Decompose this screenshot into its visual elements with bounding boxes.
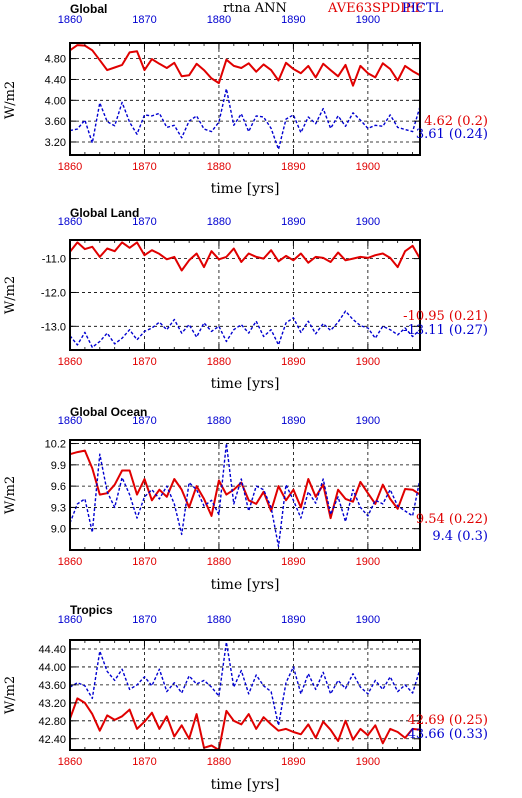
x-tick-label-top: 1860 xyxy=(58,614,82,626)
plot-frame xyxy=(69,639,421,751)
x-tick-label-bottom: 1870 xyxy=(132,556,156,568)
y-tick-label: 4.00 xyxy=(45,95,66,107)
control-stats: -13.11 (0.27) xyxy=(403,323,488,338)
control-series-line xyxy=(69,442,421,548)
chart-title: Global xyxy=(70,2,107,16)
y-tick-label: -11.0 xyxy=(42,254,66,266)
x-tick-label-bottom: 1880 xyxy=(207,356,231,368)
center-title: rtna ANN xyxy=(223,1,287,16)
y-tick-label: -13.0 xyxy=(41,321,66,333)
x-tick-label-bottom: 1890 xyxy=(281,356,305,368)
x-tick-label-bottom: 1860 xyxy=(58,161,82,173)
x-tick-label-bottom: 1880 xyxy=(207,161,231,173)
y-tick-label: 42.40 xyxy=(38,734,66,746)
x-axis-label: time [yrs] xyxy=(211,777,280,793)
plot-frame xyxy=(69,239,421,351)
x-tick-label-top: 1890 xyxy=(281,415,305,427)
x-tick-label-top: 1900 xyxy=(356,216,380,228)
x-tick-label-bottom: 1890 xyxy=(281,161,305,173)
x-tick-label-bottom: 1900 xyxy=(356,161,380,173)
y-tick-label: 44.40 xyxy=(38,644,66,656)
x-tick-label-bottom: 1860 xyxy=(58,356,82,368)
chart-panel: Global Ocean1860186018701870188018801890… xyxy=(3,405,488,593)
y-tick-label: 9.3 xyxy=(51,502,66,514)
control-stats: 43.66 (0.33) xyxy=(408,727,488,742)
x-axis-label: time [yrs] xyxy=(211,181,280,197)
y-tick-label: 4.80 xyxy=(45,54,66,66)
case-stats: -10.95 (0.21) xyxy=(403,309,488,324)
x-axis-label: time [yrs] xyxy=(211,577,280,593)
x-tick-label-bottom: 1900 xyxy=(356,756,380,768)
x-tick-label-top: 1880 xyxy=(207,614,231,626)
x-tick-label-bottom: 1870 xyxy=(132,161,156,173)
case-stats: 4.62 (0.2) xyxy=(424,114,488,129)
x-tick-label-top: 1890 xyxy=(281,216,305,228)
case-series-line xyxy=(69,241,421,272)
plot-frame xyxy=(69,439,421,551)
y-axis-label: W/m2 xyxy=(3,81,18,119)
x-tick-label-top: 1870 xyxy=(132,614,156,626)
chart-panel: Tropics186018601870187018801880189018901… xyxy=(3,603,488,793)
plot-frame xyxy=(69,42,421,156)
x-tick-label-top: 1880 xyxy=(207,216,231,228)
x-tick-label-top: 1880 xyxy=(207,14,231,26)
x-tick-label-bottom: 1890 xyxy=(281,756,305,768)
x-tick-label-top: 1880 xyxy=(207,415,231,427)
x-tick-label-bottom: 1890 xyxy=(281,556,305,568)
x-tick-label-top: 1860 xyxy=(58,14,82,26)
y-tick-label: 9.6 xyxy=(51,481,66,493)
chart-panel: Global Land18601860187018701880188018901… xyxy=(3,206,488,392)
x-tick-label-top: 1900 xyxy=(356,614,380,626)
chart-panel: Global1860186018701870188018801890189019… xyxy=(3,2,488,197)
y-tick-label: 10.2 xyxy=(45,439,66,451)
x-tick-label-top: 1900 xyxy=(356,14,380,26)
x-axis-label: time [yrs] xyxy=(211,376,280,392)
x-tick-label-top: 1890 xyxy=(281,14,305,26)
y-tick-label: 43.20 xyxy=(38,698,66,710)
chart-title: Global Ocean xyxy=(70,405,147,419)
case-series-line xyxy=(69,449,421,520)
x-tick-label-top: 1890 xyxy=(281,614,305,626)
y-tick-label: 42.80 xyxy=(38,716,66,728)
y-axis-label: W/m2 xyxy=(3,276,18,314)
x-tick-label-top: 1900 xyxy=(356,415,380,427)
y-axis-label: W/m2 xyxy=(3,676,18,714)
y-tick-label: 3.60 xyxy=(45,116,66,128)
x-tick-label-top: 1860 xyxy=(58,216,82,228)
case-series-line xyxy=(69,44,421,87)
case-series-line xyxy=(69,697,421,751)
y-axis-label: W/m2 xyxy=(3,476,18,514)
x-tick-label-top: 1870 xyxy=(132,14,156,26)
x-tick-label-top: 1870 xyxy=(132,415,156,427)
case-stats: 42.69 (0.25) xyxy=(408,713,488,728)
control-stats: 9.4 (0.3) xyxy=(432,529,488,544)
x-tick-label-bottom: 1880 xyxy=(207,556,231,568)
y-tick-label: -12.0 xyxy=(41,287,66,299)
y-tick-label: 43.60 xyxy=(38,680,66,692)
y-tick-label: 9.0 xyxy=(51,524,66,536)
x-tick-label-bottom: 1860 xyxy=(58,756,82,768)
x-tick-label-top: 1860 xyxy=(58,415,82,427)
control-label: PICTL xyxy=(402,1,444,16)
y-tick-label: 3.20 xyxy=(45,137,66,149)
chart-title: Global Land xyxy=(70,206,139,220)
x-tick-label-top: 1870 xyxy=(132,216,156,228)
x-tick-label-bottom: 1870 xyxy=(132,356,156,368)
case-stats: 9.54 (0.22) xyxy=(416,512,488,527)
panels: Global1860186018701870188018801890189019… xyxy=(3,2,488,793)
case-label: AVE63SPDIFF xyxy=(327,1,423,16)
control-stats: 3.61 (0.24) xyxy=(416,127,488,142)
y-tick-label: 4.40 xyxy=(45,74,66,86)
x-tick-label-bottom: 1900 xyxy=(356,556,380,568)
x-tick-label-bottom: 1870 xyxy=(132,756,156,768)
control-series-line xyxy=(69,310,421,348)
x-tick-label-bottom: 1860 xyxy=(58,556,82,568)
y-tick-label: 44.00 xyxy=(38,662,66,674)
x-tick-label-bottom: 1880 xyxy=(207,756,231,768)
x-tick-label-bottom: 1900 xyxy=(356,356,380,368)
y-tick-label: 9.9 xyxy=(51,460,66,472)
chart-title: Tropics xyxy=(70,603,113,617)
